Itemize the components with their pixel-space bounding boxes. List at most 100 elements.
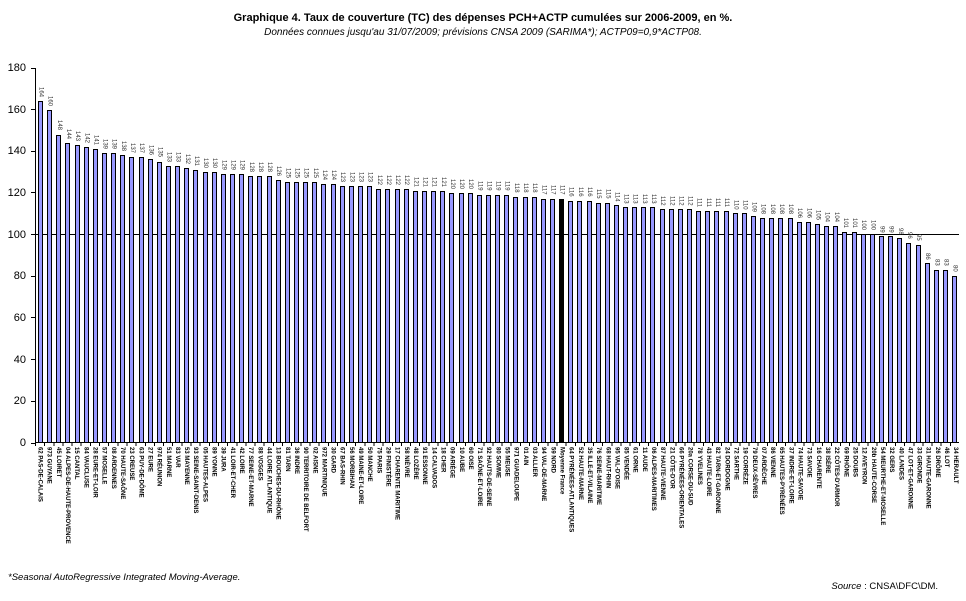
category-label: 89 YONNE bbox=[210, 447, 217, 477]
y-tick-mark bbox=[31, 109, 35, 111]
category-label: 31 HAUTE-GARONNE bbox=[924, 447, 931, 509]
category-label: 79 DEUX-SÈVRES bbox=[750, 447, 757, 499]
bar bbox=[412, 190, 418, 442]
bar-slot: 130 bbox=[210, 68, 219, 442]
x-label-slot: 65 HAUTES-PYRÉNÉES bbox=[777, 447, 786, 565]
x-label-slot: 49 MAINE-ET-LOIRE bbox=[355, 447, 364, 565]
x-label-slot: 84 VAUCLUSE bbox=[81, 447, 90, 565]
bar-slot: 112 bbox=[676, 68, 685, 442]
category-label: 84 VAUCLUSE bbox=[82, 447, 89, 488]
category-label: 34 HÉRAULT bbox=[952, 447, 959, 484]
bar-value-label: 112 bbox=[686, 195, 693, 206]
bar-value-label: 121 bbox=[412, 176, 419, 187]
bar-value-label: 142 bbox=[83, 132, 90, 143]
bar-value-label: 104 bbox=[832, 211, 839, 222]
category-label: 22 CÔTES-D'ARMOR bbox=[833, 447, 840, 507]
category-label: 973 GUYANE bbox=[45, 447, 52, 484]
bar bbox=[65, 142, 71, 442]
bar-slot: 135 bbox=[155, 68, 164, 442]
bar-value-label: 112 bbox=[677, 195, 684, 206]
category-label: 19 CORRÈZE bbox=[741, 447, 748, 485]
category-label: 50 MANCHE bbox=[366, 447, 373, 482]
bar bbox=[632, 207, 638, 442]
bar-value-label: 128 bbox=[266, 162, 273, 173]
category-label: 68 HAUT-RHIN bbox=[604, 447, 611, 489]
bar bbox=[211, 171, 217, 442]
category-label: 76 SEINE-MARITIME bbox=[595, 447, 602, 506]
x-label-slot: 22 CÔTES-D'ARMOR bbox=[832, 447, 841, 565]
x-label-slot: 10 AUBE bbox=[456, 447, 465, 565]
category-label: 02 AISNE bbox=[311, 447, 318, 474]
x-label-slot: 11 AUDE bbox=[639, 447, 648, 565]
bar-slot: 117 bbox=[539, 68, 548, 442]
category-label: 33 GIRONDE bbox=[915, 447, 922, 484]
bar bbox=[449, 192, 455, 442]
category-label: 81 TARN bbox=[283, 447, 290, 472]
category-label: 58 NIÈVRE bbox=[402, 447, 409, 478]
bar bbox=[531, 196, 537, 442]
bar-slot: 118 bbox=[511, 68, 520, 442]
bar-value-label: 99 bbox=[887, 225, 894, 233]
bar-value-label: 126 bbox=[275, 166, 282, 177]
bar-slot: 128 bbox=[265, 68, 274, 442]
category-label: 16 CHARENTE bbox=[814, 447, 821, 489]
bar-slot: 111 bbox=[722, 68, 731, 442]
bar-value-label: 117 bbox=[540, 185, 547, 195]
bar bbox=[275, 180, 281, 442]
bar-value-label: 119 bbox=[476, 181, 483, 191]
bar-slot: 132 bbox=[182, 68, 191, 442]
x-label-slot: 12 AVEYRON bbox=[859, 447, 868, 565]
category-label: 37 INDRE-ET-LOIRE bbox=[787, 447, 794, 504]
y-tick-label: 20 bbox=[13, 395, 26, 408]
bar-value-label: 137 bbox=[138, 143, 145, 154]
bar-value-label: 118 bbox=[522, 183, 529, 193]
bar-slot: 128 bbox=[246, 68, 255, 442]
bar bbox=[376, 188, 382, 442]
bar bbox=[604, 203, 610, 442]
bar-slot: 118 bbox=[530, 68, 539, 442]
x-label-slot: 68 HAUT-RHIN bbox=[603, 447, 612, 565]
category-label: 92 HAUTS-DE-SEINE bbox=[485, 447, 492, 507]
bar bbox=[193, 169, 199, 442]
x-label-slot: 71 SAÔNE-ET-LOIRE bbox=[475, 447, 484, 565]
category-label: 26 DRÔME bbox=[933, 447, 940, 478]
bar-slot: 123 bbox=[338, 68, 347, 442]
category-label: 01 AIN bbox=[521, 447, 528, 466]
bar-value-label: 117 bbox=[558, 185, 565, 195]
bar-slot: 114 bbox=[612, 68, 621, 442]
x-label-slot: 29 FINISTÈRE bbox=[383, 447, 392, 565]
x-label-slot: 60 OISE bbox=[465, 447, 474, 565]
bar-value-label: 160 bbox=[46, 95, 53, 106]
bar bbox=[760, 217, 766, 442]
bar-value-label: 115 bbox=[595, 189, 602, 200]
bar-value-label: 133 bbox=[165, 151, 172, 162]
bar-slot: 108 bbox=[758, 68, 767, 442]
bar-slot: 119 bbox=[475, 68, 484, 442]
x-label-slot: 06 ALPES-MARITIMES bbox=[648, 447, 657, 565]
bar bbox=[339, 186, 345, 442]
x-label-slot: 58 NIÈVRE bbox=[401, 447, 410, 565]
bar-value-label: 106 bbox=[805, 207, 812, 218]
bar-slot: 139 bbox=[100, 68, 109, 442]
category-label: 64 PYRÉNÉES-ATLANTIQUES bbox=[567, 447, 574, 533]
bar-slot: 118 bbox=[520, 68, 529, 442]
bar-value-label: 124 bbox=[320, 170, 327, 181]
y-tick-label: 0 bbox=[19, 437, 26, 449]
bar bbox=[421, 190, 427, 442]
category-label: 20b HAUTE-CORSE bbox=[869, 447, 876, 504]
x-label-slot: 63 PUY-DE-DÔME bbox=[136, 447, 145, 565]
x-label-slot: 82 TARN-ET-GARONNE bbox=[713, 447, 722, 565]
bar bbox=[239, 173, 245, 442]
x-label-slot: 35 ILLE-ET-VILAINE bbox=[584, 447, 593, 565]
category-label: 56 MORBIHAN bbox=[347, 447, 354, 489]
x-label-slot: 18 CHER bbox=[438, 447, 447, 565]
bar-slot: 113 bbox=[630, 68, 639, 442]
y-tick-mark bbox=[31, 150, 35, 152]
bar-value-label: 125 bbox=[302, 168, 309, 179]
category-label: 09 ARIÈGE bbox=[448, 447, 455, 479]
x-label-slot: 972 MARTINIQUE bbox=[319, 447, 328, 565]
bar-slot: 144 bbox=[63, 68, 72, 442]
category-label: 10 AUBE bbox=[457, 447, 464, 473]
bar-slot: 122 bbox=[374, 68, 383, 442]
